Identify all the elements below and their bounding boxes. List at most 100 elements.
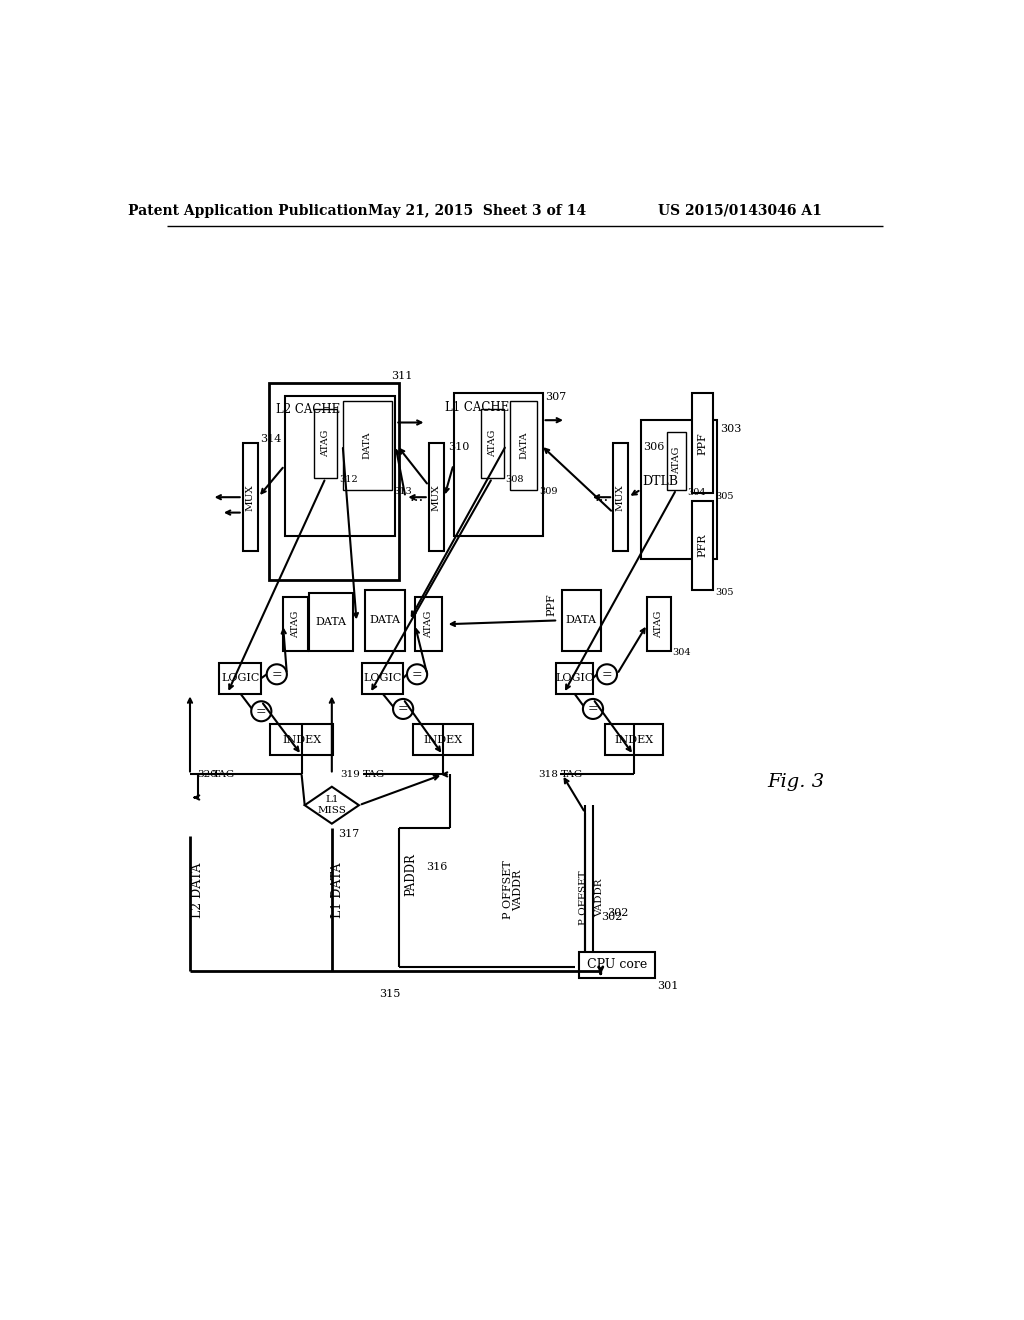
Text: L1 DATA: L1 DATA (331, 862, 344, 917)
Text: P OFFSET: P OFFSET (580, 870, 588, 925)
Text: LOGIC: LOGIC (364, 673, 401, 684)
Text: Fig. 3: Fig. 3 (767, 774, 824, 791)
Text: 307: 307 (545, 392, 566, 403)
Bar (269, 383, 399, 581)
Text: TAG: TAG (213, 770, 236, 779)
Text: VADDR: VADDR (514, 870, 523, 911)
Polygon shape (305, 787, 359, 824)
Text: ATAG: ATAG (322, 429, 330, 457)
Text: INDEX: INDEX (424, 735, 463, 744)
Text: 306: 306 (643, 442, 665, 453)
Text: 317: 317 (338, 829, 359, 840)
Bar (429, 444, 444, 552)
Text: DATA: DATA (519, 432, 528, 459)
Bar (314, 409, 337, 478)
Text: TAG: TAG (560, 770, 583, 779)
Text: MUX: MUX (432, 484, 441, 511)
Text: Patent Application Publication: Patent Application Publication (128, 203, 368, 218)
Text: L1
MISS: L1 MISS (317, 796, 346, 814)
Text: 318: 318 (539, 770, 558, 779)
Text: VADDR: VADDR (595, 878, 604, 917)
Bar (414, 725, 473, 755)
Bar (556, 663, 593, 693)
Circle shape (597, 664, 617, 684)
Text: 302: 302 (607, 908, 629, 917)
Circle shape (583, 700, 603, 719)
Text: P OFFSET: P OFFSET (503, 861, 513, 919)
Text: 319: 319 (341, 770, 360, 779)
Bar (366, 590, 406, 651)
Text: 305: 305 (716, 589, 734, 597)
Bar (604, 725, 663, 755)
Text: PADDR: PADDR (404, 853, 418, 896)
Text: May 21, 2015  Sheet 3 of 14: May 21, 2015 Sheet 3 of 14 (368, 203, 586, 218)
Text: LOGIC: LOGIC (555, 673, 594, 684)
Bar (692, 502, 713, 590)
Text: PFR: PFR (697, 533, 708, 557)
Text: 303: 303 (720, 424, 741, 434)
Bar (647, 597, 671, 651)
Text: =: = (412, 668, 422, 681)
Circle shape (407, 664, 427, 684)
Text: DTLB: DTLB (642, 475, 679, 488)
Bar (285, 396, 395, 536)
Text: 304: 304 (672, 648, 690, 657)
Bar (454, 393, 543, 536)
Circle shape (266, 664, 287, 684)
Text: PPF: PPF (546, 594, 556, 616)
Text: =: = (256, 705, 266, 718)
Bar (362, 663, 403, 693)
Text: 301: 301 (657, 981, 679, 991)
Text: DATA: DATA (315, 618, 346, 627)
Text: =: = (271, 668, 283, 681)
Text: 316: 316 (426, 862, 447, 871)
Bar (270, 725, 334, 755)
Text: DATA: DATA (362, 432, 372, 459)
Bar (641, 420, 717, 558)
Text: 313: 313 (393, 487, 412, 495)
Text: PPF: PPF (697, 432, 708, 454)
Text: CPU core: CPU core (587, 958, 647, 972)
Bar (219, 663, 261, 693)
Text: DATA: DATA (370, 615, 400, 626)
Bar (283, 597, 308, 651)
Text: MUX: MUX (246, 484, 255, 511)
Text: L2 DATA: L2 DATA (191, 862, 204, 917)
Bar (243, 444, 258, 552)
Text: 302: 302 (601, 912, 623, 921)
Text: ATAG: ATAG (487, 429, 497, 457)
Text: ATAG: ATAG (291, 611, 300, 638)
Text: 309: 309 (539, 487, 557, 495)
Bar (510, 401, 538, 490)
Bar (562, 590, 601, 651)
Circle shape (393, 700, 414, 719)
Text: 305: 305 (716, 492, 734, 500)
Text: 311: 311 (391, 371, 413, 380)
Circle shape (251, 701, 271, 721)
Bar (415, 597, 442, 651)
Bar (692, 393, 713, 494)
Text: =: = (602, 668, 612, 681)
Bar (613, 444, 628, 552)
Text: US 2015/0143046 A1: US 2015/0143046 A1 (658, 203, 822, 218)
Text: L1 CACHE: L1 CACHE (444, 400, 509, 413)
Text: TAG: TAG (362, 770, 385, 779)
Text: 314: 314 (260, 434, 282, 445)
Text: INDEX: INDEX (614, 735, 653, 744)
Bar (667, 432, 686, 490)
Text: 310: 310 (449, 442, 469, 453)
Text: LOGIC: LOGIC (221, 673, 259, 684)
Text: 315: 315 (379, 989, 400, 999)
Text: ATAG: ATAG (424, 611, 433, 638)
Text: INDEX: INDEX (282, 735, 322, 744)
Text: ATAG: ATAG (654, 611, 664, 638)
Text: 320: 320 (198, 770, 218, 779)
Text: MUX: MUX (616, 484, 625, 511)
Text: ...: ... (410, 490, 424, 504)
Text: DATA: DATA (566, 615, 597, 626)
Text: ATAG: ATAG (672, 447, 681, 474)
Bar (309, 594, 352, 651)
Bar (579, 952, 655, 978)
Bar (343, 401, 391, 490)
Text: ...: ... (594, 490, 608, 504)
